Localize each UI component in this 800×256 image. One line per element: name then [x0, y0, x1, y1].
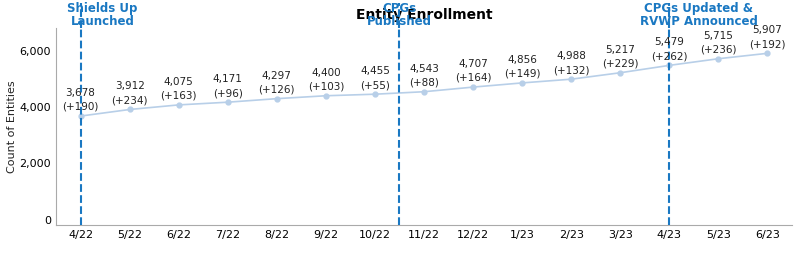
- Text: (+190): (+190): [62, 102, 98, 112]
- Text: (+163): (+163): [161, 91, 197, 101]
- Text: 4,400: 4,400: [311, 68, 341, 78]
- Text: (+192): (+192): [750, 39, 786, 49]
- Text: (+88): (+88): [409, 78, 439, 88]
- Text: (+132): (+132): [553, 65, 590, 75]
- Text: Published: Published: [367, 15, 432, 28]
- Text: (+164): (+164): [455, 73, 491, 83]
- Text: 5,217: 5,217: [606, 45, 635, 55]
- Text: 3,912: 3,912: [114, 81, 145, 91]
- Text: 4,856: 4,856: [507, 55, 537, 65]
- Text: (+236): (+236): [700, 45, 737, 55]
- Text: RVWP Announced: RVWP Announced: [640, 15, 758, 28]
- Text: (+262): (+262): [651, 51, 687, 61]
- Text: (+96): (+96): [213, 88, 242, 98]
- Text: (+55): (+55): [360, 80, 390, 90]
- Text: 5,479: 5,479: [654, 37, 684, 47]
- Text: CPGs: CPGs: [382, 3, 417, 15]
- Text: CPGs Updated &: CPGs Updated &: [644, 3, 754, 15]
- Text: (+229): (+229): [602, 59, 638, 69]
- Text: (+103): (+103): [308, 82, 344, 92]
- Text: 4,171: 4,171: [213, 74, 242, 84]
- Text: 4,707: 4,707: [458, 59, 488, 69]
- Text: (+126): (+126): [258, 84, 295, 94]
- Text: 5,907: 5,907: [753, 25, 782, 35]
- Text: 4,543: 4,543: [409, 64, 439, 74]
- Text: 4,455: 4,455: [360, 66, 390, 76]
- Text: (+234): (+234): [111, 95, 148, 105]
- Text: 4,988: 4,988: [556, 51, 586, 61]
- Text: Entity Enrollment: Entity Enrollment: [356, 8, 492, 22]
- Text: (+149): (+149): [504, 69, 540, 79]
- Text: Shields Up: Shields Up: [67, 3, 138, 15]
- Text: 5,715: 5,715: [703, 31, 734, 41]
- Y-axis label: Count of Entities: Count of Entities: [6, 80, 17, 173]
- Text: 4,075: 4,075: [164, 77, 194, 87]
- Text: 4,297: 4,297: [262, 71, 292, 81]
- Text: 3,678: 3,678: [66, 88, 95, 98]
- Text: Launched: Launched: [70, 15, 134, 28]
